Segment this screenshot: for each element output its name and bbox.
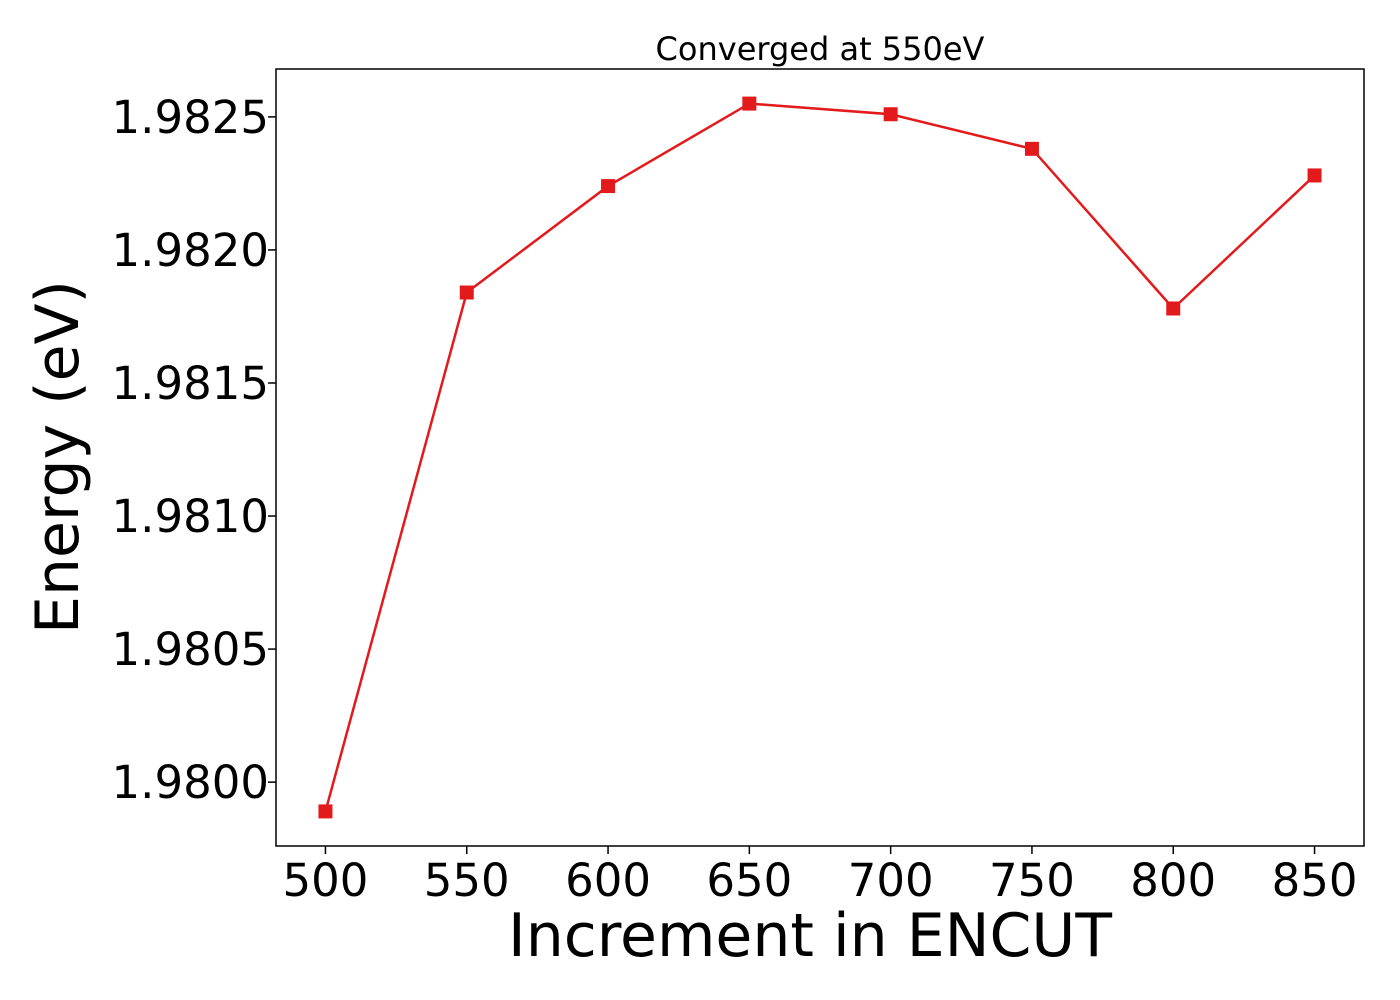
data-point-marker bbox=[1166, 301, 1181, 316]
x-axis-ticks: 500 550 600 650 700 750 800 850 bbox=[283, 846, 1358, 907]
x-tick-label: 700 bbox=[848, 854, 934, 907]
x-tick-label: 850 bbox=[1272, 854, 1358, 907]
data-point-marker bbox=[1307, 168, 1322, 183]
x-tick-label: 800 bbox=[1130, 854, 1216, 907]
y-tick-label: 1.9825 bbox=[112, 91, 269, 144]
series-line bbox=[324, 102, 1316, 812]
y-tick-label: 1.9805 bbox=[112, 623, 269, 676]
x-tick-label: 550 bbox=[424, 854, 510, 907]
plot-frame bbox=[275, 68, 1365, 847]
y-axis-label: Energy (eV) bbox=[23, 280, 93, 634]
x-axis-label: Increment in ENCUT bbox=[508, 901, 1112, 971]
y-tick-label: 1.9800 bbox=[112, 756, 269, 809]
data-point-marker bbox=[742, 96, 757, 111]
plot-area bbox=[318, 96, 1322, 819]
data-point-marker bbox=[601, 179, 616, 194]
x-tick-label: 500 bbox=[283, 854, 369, 907]
data-point-marker bbox=[883, 107, 898, 122]
y-tick-label: 1.9820 bbox=[112, 224, 269, 277]
x-tick-label: 650 bbox=[706, 854, 792, 907]
x-tick-label: 750 bbox=[989, 854, 1075, 907]
y-tick-label: 1.9810 bbox=[112, 490, 269, 543]
data-point-marker bbox=[1024, 141, 1039, 156]
x-tick-label: 600 bbox=[565, 854, 651, 907]
data-point-marker bbox=[459, 285, 474, 300]
data-point-marker bbox=[318, 804, 333, 819]
y-axis-ticks: 1.9800 1.9805 1.9810 1.9815 1.9820 1.9825 bbox=[112, 91, 276, 809]
chart-title: Converged at 550eV bbox=[656, 30, 985, 68]
y-tick-label: 1.9815 bbox=[112, 357, 269, 410]
